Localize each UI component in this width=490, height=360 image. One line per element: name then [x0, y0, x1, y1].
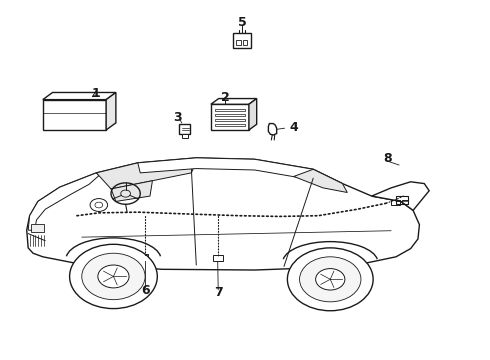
Circle shape: [299, 257, 361, 302]
Polygon shape: [106, 93, 116, 130]
Text: 7: 7: [214, 286, 222, 299]
Text: 4: 4: [290, 121, 298, 134]
Polygon shape: [97, 161, 196, 189]
Polygon shape: [43, 93, 116, 100]
Circle shape: [90, 199, 108, 211]
Text: 8: 8: [383, 152, 392, 165]
Polygon shape: [182, 134, 188, 138]
Polygon shape: [111, 181, 152, 202]
Circle shape: [95, 202, 103, 208]
Polygon shape: [211, 99, 257, 104]
Polygon shape: [30, 224, 44, 232]
Polygon shape: [179, 123, 190, 134]
Circle shape: [316, 269, 345, 290]
Text: 3: 3: [173, 111, 182, 124]
Polygon shape: [249, 99, 257, 130]
Text: 5: 5: [238, 16, 246, 29]
Polygon shape: [211, 104, 249, 130]
Polygon shape: [43, 100, 106, 130]
Polygon shape: [372, 182, 429, 210]
Text: 6: 6: [141, 284, 149, 297]
Polygon shape: [27, 158, 419, 270]
Polygon shape: [294, 169, 347, 193]
Polygon shape: [233, 33, 251, 48]
Circle shape: [82, 253, 145, 300]
Circle shape: [70, 244, 157, 309]
Text: 2: 2: [221, 91, 230, 104]
Polygon shape: [138, 158, 343, 184]
Text: 1: 1: [92, 87, 101, 100]
Polygon shape: [28, 173, 99, 231]
Circle shape: [98, 265, 129, 288]
Circle shape: [288, 248, 373, 311]
Polygon shape: [269, 123, 277, 135]
